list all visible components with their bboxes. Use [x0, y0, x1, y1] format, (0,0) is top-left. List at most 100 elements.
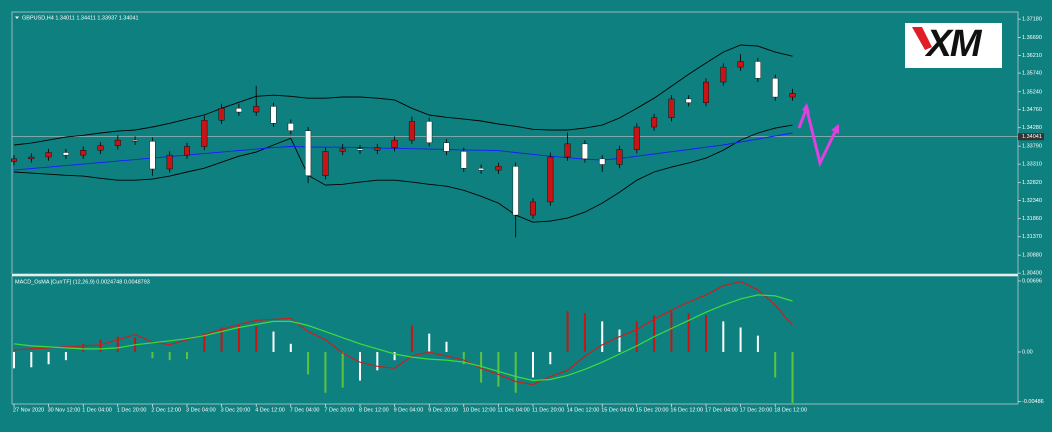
y-tick-label: 1.33790	[1022, 144, 1042, 150]
x-tick-label: 7 Dec 20:00	[324, 407, 354, 413]
x-tick-label: 9 Dec 04:00	[394, 407, 424, 413]
x-tick-label: 11 Dec 04:00	[497, 407, 529, 413]
y-tick-label: 1.31370	[1022, 234, 1042, 240]
y-tick-label: 1.30880	[1022, 253, 1042, 259]
x-tick-label: 10 Dec 12:00	[463, 407, 496, 413]
candle-body	[114, 139, 121, 146]
candle-body	[322, 151, 329, 176]
macd-line	[13, 294, 793, 382]
candle-body	[270, 106, 277, 124]
y-tick-label: 1.35740	[1022, 71, 1042, 77]
candle-body	[132, 139, 139, 142]
plot: 1.37180 1.36690 1.36210 1.35740 1.35240 1.347…	[10, 17, 1044, 413]
candle-body	[512, 166, 519, 216]
x-tick-label: 7 Dec 04:00	[290, 407, 320, 413]
y-tick-label: -0.00486	[1022, 399, 1044, 405]
candle-body	[287, 123, 294, 131]
x-tick-label: 16 Dec 12:00	[670, 407, 703, 413]
candle-body	[80, 150, 87, 156]
candle-body	[685, 98, 692, 103]
indicator-line	[13, 124, 793, 223]
y-tick-label: 1.36210	[1022, 53, 1042, 59]
x-tick-label: 15 Dec 20:00	[636, 407, 669, 413]
candle-body	[495, 166, 502, 171]
y-tick-label: 1.32820	[1022, 180, 1042, 186]
chart-title: GBPUSD,H4 1.34011 1.34411 1.33937 1.3404…	[22, 15, 139, 21]
x-tick-label: 17 Dec 20:00	[740, 407, 773, 413]
logo-text: XM	[925, 23, 983, 65]
candle-body	[253, 106, 260, 113]
candle-body	[97, 145, 104, 151]
candle-body	[374, 147, 381, 151]
candle-body	[391, 139, 398, 148]
last-price-box	[1018, 133, 1044, 141]
y-tick-label: 1.34760	[1022, 107, 1042, 113]
candle-body	[651, 117, 658, 128]
candle-body	[45, 152, 52, 158]
x-tick-label: 2 Dec 12:00	[151, 407, 181, 413]
x-tick-label: 1 Dec 04:00	[82, 407, 112, 413]
indicator-line	[13, 132, 793, 171]
candle-body	[443, 142, 450, 152]
candle-body	[668, 98, 675, 118]
x-tick-label: 30 Nov 12:00	[48, 407, 81, 413]
candle-body	[62, 152, 69, 156]
x-tick-label: 1 Dec 20:00	[117, 407, 147, 413]
logo-accent	[912, 27, 932, 50]
candle-body	[166, 154, 173, 170]
y-tick-label: 1.32340	[1022, 198, 1042, 204]
y-tick-label: 1.35240	[1022, 89, 1042, 95]
candle-body	[28, 156, 35, 160]
candle-body	[357, 148, 364, 151]
candle-body	[703, 81, 710, 103]
y-tick-label: 1.36690	[1022, 35, 1042, 41]
y-tick-label: 1.31860	[1022, 216, 1042, 222]
arrow-head	[831, 124, 839, 134]
x-tick-label: 9 Dec 20:00	[428, 407, 458, 413]
candle-body	[581, 143, 588, 160]
candle-body	[789, 93, 796, 98]
candle-body	[149, 141, 156, 170]
candle-body	[599, 158, 606, 165]
y-tick-label: 1.34280	[1022, 125, 1042, 131]
candle-body	[720, 66, 727, 83]
candle-body	[305, 130, 312, 176]
candle-body	[737, 61, 744, 68]
candle-body	[772, 78, 779, 98]
candle-body	[460, 151, 467, 169]
logo: XM	[905, 23, 1002, 68]
x-tick-label: 4 Dec 12:00	[255, 407, 285, 413]
x-tick-label: 18 Dec 12:00	[774, 407, 807, 413]
x-tick-label: 17 Dec 04:00	[705, 407, 738, 413]
x-tick-label: 11 Dec 20:00	[532, 407, 564, 413]
candle-body	[564, 143, 571, 158]
candle-body	[754, 61, 761, 79]
candle-body	[408, 121, 415, 141]
x-tick-label: 14 Dec 12:00	[567, 407, 600, 413]
x-tick-label: 3 Dec 20:00	[221, 407, 251, 413]
y-tick-label: 0.00	[1022, 349, 1033, 355]
macd-line	[13, 280, 793, 386]
menu-triangle[interactable]	[15, 16, 19, 20]
candle-body	[616, 149, 623, 165]
candle-body	[478, 168, 485, 171]
x-tick-label: 8 Dec 12:00	[359, 407, 389, 413]
candle-body	[201, 120, 208, 147]
y-tick-label: 1.37180	[1022, 17, 1042, 23]
x-tick-label: 15 Dec 04:00	[601, 407, 634, 413]
candle-body	[547, 156, 554, 203]
last-price-label: 1.34041	[1022, 134, 1042, 140]
candle-body	[218, 108, 225, 121]
candle-body	[530, 201, 537, 216]
candle-body	[633, 126, 640, 150]
macd-title: MACD_OsMA [CurrTF] (12,26,9) 0.0024748 0…	[15, 279, 150, 285]
forecast-arrow	[797, 103, 839, 168]
candle-body	[235, 108, 242, 113]
price-panel	[11, 11, 1019, 275]
candle-body	[426, 121, 433, 143]
y-tick-label: 1.30400	[1022, 271, 1042, 277]
candle-body	[183, 146, 190, 156]
macd-panel	[11, 275, 1019, 405]
